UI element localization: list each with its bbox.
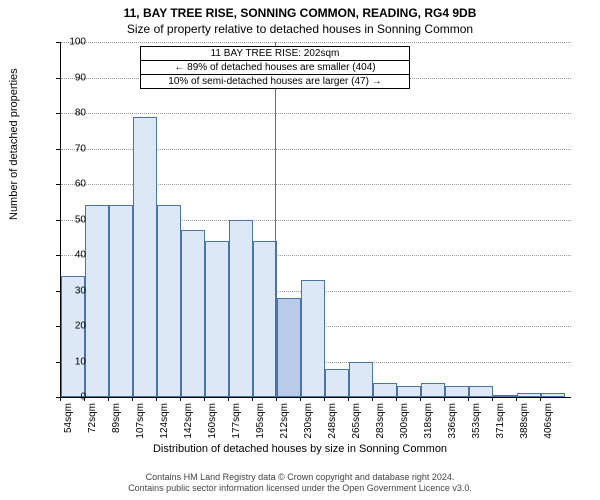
x-tick-label: 177sqm [231,403,242,439]
histogram-bar [469,386,493,397]
x-tick-mark [108,397,109,401]
histogram-bar [373,383,397,397]
x-tick-label: 54sqm [63,403,74,433]
x-tick-label: 142sqm [183,403,194,439]
chart-footer: Contains HM Land Registry data © Crown c… [0,472,600,494]
histogram-bar [325,369,349,397]
y-tick-label: 80 [56,108,86,119]
x-tick-mark [516,397,517,401]
x-tick-label: 89sqm [111,403,122,433]
histogram-bar [109,205,133,397]
x-tick-label: 124sqm [159,403,170,439]
x-tick-label: 212sqm [279,403,290,439]
x-tick-mark [324,397,325,401]
x-tick-mark [420,397,421,401]
x-tick-mark [300,397,301,401]
x-tick-label: 160sqm [207,403,218,439]
x-tick-label: 265sqm [351,403,362,439]
y-tick-mark [56,362,60,363]
gridline [61,42,571,43]
x-tick-label: 283sqm [375,403,386,439]
y-tick-label: 30 [56,285,86,296]
histogram-bar [277,298,301,397]
x-tick-mark [252,397,253,401]
y-tick-label: 10 [56,356,86,367]
x-tick-label: 195sqm [255,403,266,439]
x-tick-mark [276,397,277,401]
x-tick-label: 72sqm [87,403,98,433]
x-tick-mark [372,397,373,401]
histogram-bar [517,393,541,397]
footer-line-2: Contains public sector information licen… [0,483,600,494]
y-tick-mark [56,255,60,256]
x-tick-mark [228,397,229,401]
x-tick-label: 371sqm [495,403,506,439]
histogram-bar [421,383,445,397]
y-tick-mark [56,184,60,185]
x-tick-label: 300sqm [399,403,410,439]
x-tick-mark [444,397,445,401]
x-tick-mark [84,397,85,401]
y-tick-label: 50 [56,214,86,225]
histogram-bar [397,386,421,397]
y-tick-mark [56,326,60,327]
y-tick-mark [56,149,60,150]
y-axis-label: Number of detached properties [8,68,20,220]
histogram-bar [133,117,157,397]
x-tick-label: 248sqm [327,403,338,439]
annotation-line-1: 11 BAY TREE RISE: 202sqm [140,46,410,61]
histogram-bar [253,241,277,397]
y-tick-mark [56,113,60,114]
histogram-bar [301,280,325,397]
x-tick-label: 388sqm [519,403,530,439]
histogram-bar [493,395,517,397]
y-tick-label: 60 [56,179,86,190]
footer-line-1: Contains HM Land Registry data © Crown c… [0,472,600,483]
histogram-bar [205,241,229,397]
chart-title-sub: Size of property relative to detached ho… [0,22,600,36]
chart-container: { "title_main": "11, BAY TREE RISE, SONN… [0,0,600,500]
x-tick-mark [60,397,61,401]
y-tick-mark [56,78,60,79]
histogram-bar [445,386,469,397]
histogram-bar [181,230,205,397]
x-tick-mark [492,397,493,401]
x-tick-label: 353sqm [471,403,482,439]
histogram-bar [85,205,109,397]
annotation-box: 11 BAY TREE RISE: 202sqm ← 89% of detach… [140,47,410,89]
x-tick-mark [348,397,349,401]
y-tick-label: 70 [56,143,86,154]
annotation-line-2: ← 89% of detached houses are smaller (40… [140,60,410,75]
y-tick-mark [56,220,60,221]
chart-title-main: 11, BAY TREE RISE, SONNING COMMON, READI… [0,6,600,20]
x-tick-mark [204,397,205,401]
x-tick-label: 230sqm [303,403,314,439]
y-tick-label: 90 [56,72,86,83]
plot-area [60,42,571,398]
x-tick-mark [132,397,133,401]
annotation-line-3: 10% of semi-detached houses are larger (… [140,74,410,89]
y-tick-mark [56,291,60,292]
y-tick-label: 20 [56,321,86,332]
x-tick-mark [156,397,157,401]
histogram-bar [349,362,373,398]
x-tick-mark [396,397,397,401]
x-tick-label: 406sqm [543,403,554,439]
gridline [61,113,571,114]
y-tick-mark [56,42,60,43]
x-tick-label: 318sqm [423,403,434,439]
x-tick-mark [180,397,181,401]
marker-line [275,42,276,397]
histogram-bar [541,393,565,397]
histogram-bar [229,220,253,398]
x-tick-label: 336sqm [447,403,458,439]
y-tick-label: 100 [56,37,86,48]
x-tick-mark [540,397,541,401]
x-tick-label: 107sqm [135,403,146,439]
histogram-bar [157,205,181,397]
x-axis-label: Distribution of detached houses by size … [0,443,600,455]
x-tick-mark [468,397,469,401]
y-tick-label: 40 [56,250,86,261]
